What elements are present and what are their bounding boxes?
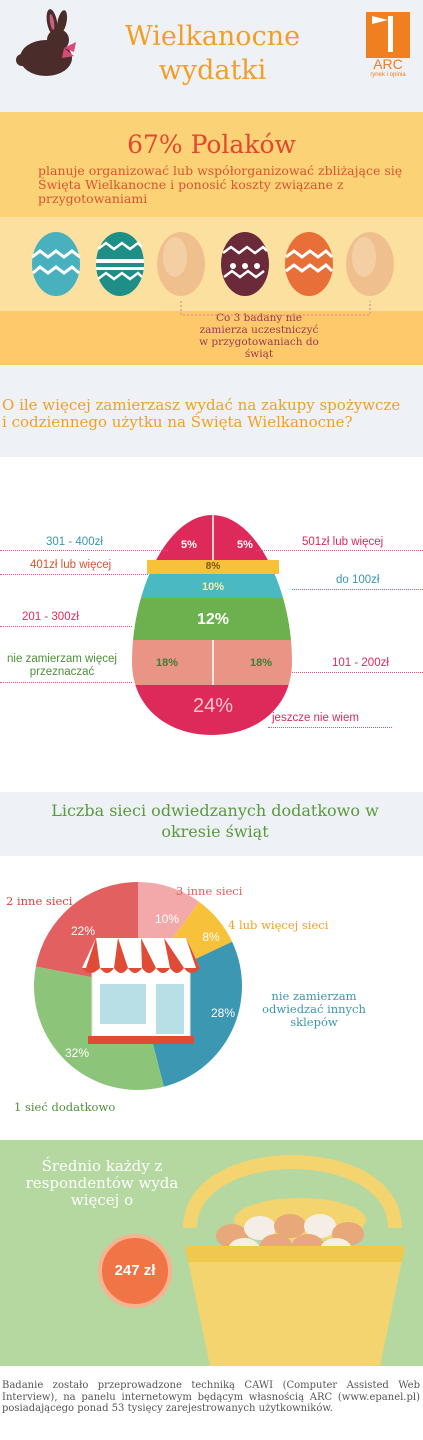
eggs-section: Co 3 badany nie zamierza uczestniczyć w … (0, 217, 423, 365)
category-label: 401zł lub więcej (30, 559, 112, 571)
intro-text: planuje organizować lub współorganizować… (38, 163, 403, 206)
intro-section: 67% Polaków planuje organizować lub wspó… (0, 112, 423, 217)
category-label: 1 sieć dodatkowo (14, 1100, 116, 1114)
store-icon (82, 938, 200, 1044)
chart-bar-301-400 (132, 515, 213, 560)
value-label: 18% (155, 657, 179, 669)
spending-question-section: O ile więcej zamierzasz wydać na zakupy … (0, 365, 423, 457)
pie-chart (33, 882, 243, 1090)
category-label: nie zamierzam więcej przeznaczać (7, 653, 117, 678)
chart-bar-501-plus (213, 515, 292, 560)
spending-chart-section: 5% 5% 8% 10% 12% 18% 18% 24% 301 - 400zł… (0, 457, 423, 792)
chart-bar-do-100 (132, 574, 292, 598)
header: Wielkanocne wydatki ARC rynek i opinia (0, 0, 423, 112)
lighthouse-icon (372, 16, 393, 52)
chart-bar-401-plus (147, 560, 279, 574)
average-badge: 247 zł (98, 1234, 172, 1308)
spending-question: O ile więcej zamierzasz wydać na zakupy … (2, 396, 401, 431)
value-label: 10% (201, 581, 225, 593)
category-label: nie zamierzam odwiedzać innych sklepów (262, 989, 366, 1029)
value-label: 5% (237, 539, 253, 551)
category-label: 4 lub więcej sieci (228, 918, 329, 932)
footer: Badanie zostało przeprowadzone techniką … (0, 1366, 423, 1440)
intro-headline: 67% Polaków (127, 130, 296, 159)
egg-plain-icon-2 (346, 232, 394, 296)
value-label: 18% (249, 657, 273, 669)
stores-title-section: Liczba sieci odwiedzanych dodatkowo w ok… (0, 792, 423, 856)
chart-bar-nie-zamierzam (132, 640, 213, 685)
egg-chart (132, 515, 292, 735)
category-label: do 100zł (336, 574, 380, 586)
page-title: Wielkanocne wydatki (124, 21, 301, 86)
chart-bar-201-300 (132, 598, 292, 640)
value-label: 5% (181, 539, 197, 551)
value-label: 22% (70, 924, 96, 938)
value-label: 10% (154, 912, 180, 926)
footer-text: Badanie zostało przeprowadzone techniką … (2, 1380, 420, 1414)
logo-text: ARC (373, 56, 403, 72)
egg-brown-icon (221, 232, 269, 296)
value-label: 24% (192, 695, 234, 717)
stores-chart-section: 10% 8% 28% 32% 22% 3 inne sieci 4 lub wi… (0, 856, 423, 1140)
value-label: 8% (205, 561, 221, 572)
stores-title: Liczba sieci odwiedzanych dodatkowo w ok… (51, 801, 379, 841)
category-label: 101 - 200zł (332, 657, 389, 669)
chart-bar-101-200 (213, 640, 292, 685)
egg-teal-icon (31, 232, 81, 296)
eggs-illustration (0, 232, 423, 365)
value-label: 8% (202, 930, 220, 944)
egg-orange-icon (285, 232, 334, 296)
average-section: Średnio każdy z respondentów wyda więcej… (0, 1140, 423, 1366)
eggs-note: Co 3 badany nie zamierza uczestniczyć w … (199, 312, 319, 360)
category-label: 2 inne sieci (6, 894, 73, 908)
category-label: jeszcze nie wiem (272, 712, 359, 724)
average-text: Średnio każdy z respondentów wyda więcej… (25, 1157, 179, 1209)
value-label: 28% (210, 1006, 236, 1020)
basket-icon (183, 1155, 405, 1366)
category-label: 301 - 400zł (46, 536, 103, 548)
logo-subtext: rynek i opinia (370, 72, 406, 78)
category-label: 3 inne sieci (176, 884, 243, 898)
value-label: 32% (64, 1046, 90, 1060)
egg-plain-icon (157, 232, 205, 296)
category-label: 501zł lub więcej (302, 536, 384, 548)
value-label: 12% (196, 611, 230, 628)
egg-teal-dark-icon (96, 232, 144, 296)
category-label: 201 - 300zł (22, 611, 79, 623)
arc-logo (366, 12, 410, 58)
average-amount: 247 zł (114, 1262, 156, 1279)
bunny-icon (16, 9, 76, 76)
